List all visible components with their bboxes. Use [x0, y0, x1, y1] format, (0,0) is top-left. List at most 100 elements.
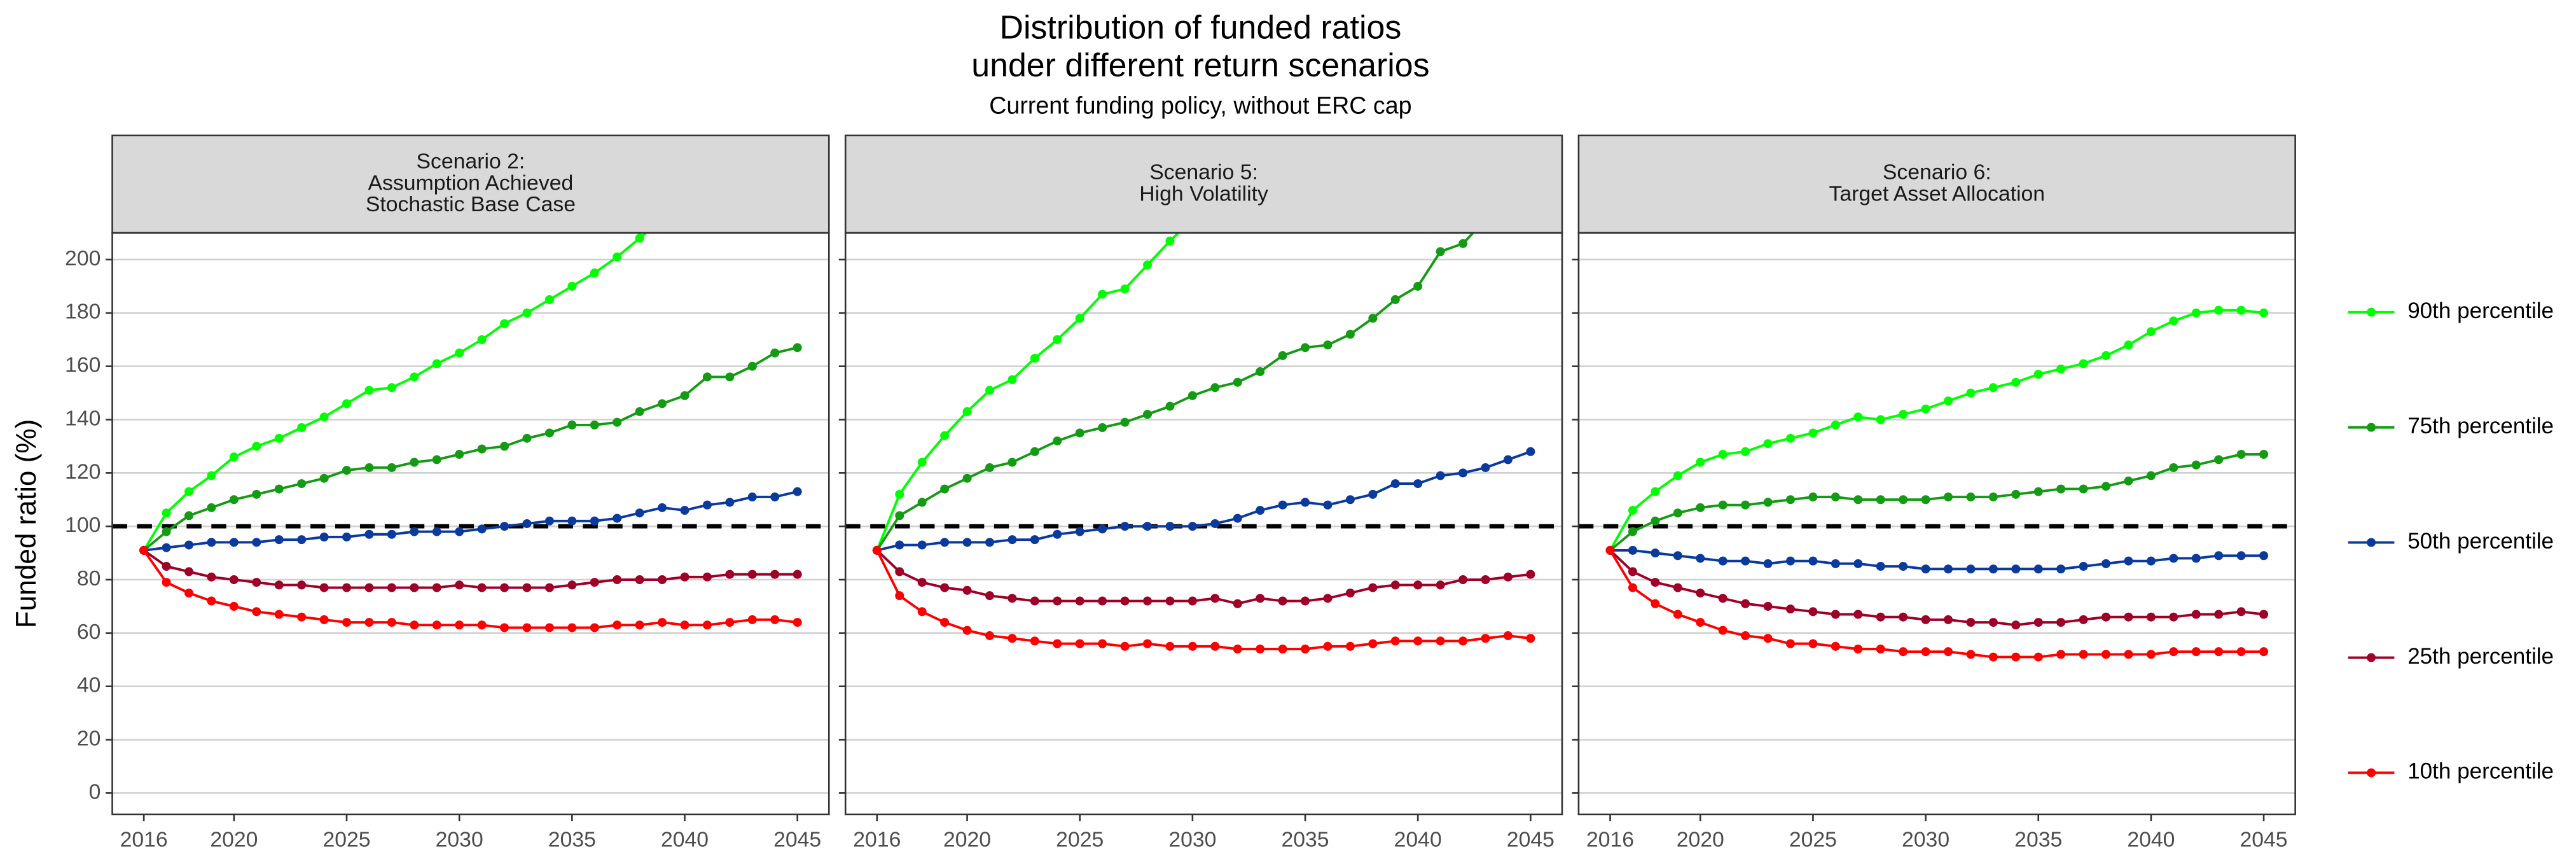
data-point — [1165, 522, 1175, 531]
data-point — [1008, 594, 1017, 603]
x-tick-label: 2040 — [1394, 827, 1442, 851]
data-point — [770, 492, 780, 502]
data-point — [229, 601, 239, 611]
data-point — [274, 535, 284, 545]
data-point — [432, 527, 441, 536]
data-point — [1030, 447, 1039, 456]
data-point — [1030, 354, 1039, 363]
data-point — [432, 583, 441, 592]
data-point — [985, 631, 995, 641]
data-point — [725, 618, 735, 627]
data-point — [1120, 417, 1130, 427]
data-point — [1921, 615, 1930, 624]
data-point — [1876, 415, 1885, 424]
data-point — [522, 519, 532, 528]
data-point — [2011, 620, 2021, 630]
data-point — [2259, 449, 2269, 459]
data-point — [567, 580, 577, 590]
data-point — [1785, 604, 1795, 614]
data-point — [1526, 447, 1535, 456]
data-point — [1390, 580, 1400, 590]
data-point — [2056, 484, 2066, 494]
data-point — [590, 268, 599, 277]
data-point — [1628, 567, 1637, 576]
data-point — [252, 489, 261, 499]
data-point — [1436, 580, 1445, 590]
data-point — [1413, 281, 1423, 291]
panel-title: Scenario 2: — [417, 150, 525, 174]
data-point — [1899, 647, 1908, 657]
data-point — [1008, 457, 1017, 467]
data-point — [1785, 639, 1795, 648]
y-tick-label: 120 — [65, 459, 100, 484]
data-point — [500, 583, 509, 592]
data-point — [725, 498, 735, 507]
data-point — [1008, 634, 1017, 643]
data-point — [2169, 554, 2178, 563]
data-point — [2259, 610, 2269, 619]
data-point — [162, 508, 171, 518]
data-point — [1718, 556, 1728, 566]
data-point — [1301, 498, 1310, 507]
data-point — [1098, 524, 1107, 534]
data-point — [2236, 449, 2246, 459]
data-point — [1030, 596, 1039, 606]
data-point — [1165, 641, 1175, 651]
data-point — [2214, 610, 2224, 619]
data-point — [1785, 433, 1795, 443]
data-point — [1413, 580, 1423, 590]
data-point — [184, 540, 194, 550]
data-point — [1696, 554, 1705, 563]
data-point — [793, 569, 802, 579]
data-point — [1256, 594, 1265, 603]
data-point — [1605, 545, 1615, 555]
legend-label: 10th percentile — [2407, 759, 2554, 784]
data-point — [297, 580, 307, 590]
data-point — [658, 575, 667, 585]
data-point — [1481, 634, 1490, 643]
y-tick-label: 60 — [77, 620, 101, 644]
data-point — [364, 583, 374, 592]
data-point — [1143, 260, 1153, 270]
data-point — [1233, 377, 1242, 387]
data-point — [1030, 535, 1039, 545]
data-point — [2169, 316, 2178, 326]
data-point — [2102, 482, 2111, 491]
data-point — [1278, 119, 1287, 128]
data-point — [477, 620, 487, 630]
data-point — [252, 578, 261, 587]
data-point — [635, 234, 644, 243]
y-tick-label: 40 — [77, 673, 101, 697]
data-point — [747, 492, 757, 502]
data-point — [1143, 596, 1153, 606]
data-point — [1943, 564, 1953, 574]
data-point — [1390, 295, 1400, 304]
data-point — [1256, 367, 1265, 377]
data-point — [2102, 351, 2111, 360]
data-point — [1345, 588, 1355, 597]
data-point — [2191, 460, 2201, 470]
data-point — [962, 407, 972, 416]
data-point — [2124, 340, 2133, 350]
data-point — [1413, 636, 1423, 646]
data-point — [1943, 647, 1953, 657]
data-point — [252, 607, 261, 617]
data-point — [1323, 340, 1333, 350]
data-point — [1943, 396, 1953, 406]
chart-title: under different return scenarios — [971, 47, 1429, 84]
data-point — [2236, 551, 2246, 561]
x-tick-label: 2045 — [2240, 827, 2288, 851]
data-point — [2191, 647, 2201, 657]
data-point — [1413, 479, 1423, 489]
x-tick-label: 2035 — [2014, 827, 2062, 851]
data-point — [1526, 634, 1535, 643]
data-point — [635, 407, 644, 416]
series-line — [142, 346, 798, 552]
data-point — [940, 538, 950, 547]
data-point — [1278, 500, 1287, 510]
data-point — [1188, 641, 1197, 651]
data-point — [680, 391, 689, 400]
data-point — [1075, 596, 1084, 606]
data-point — [207, 538, 216, 547]
data-point — [387, 618, 396, 627]
